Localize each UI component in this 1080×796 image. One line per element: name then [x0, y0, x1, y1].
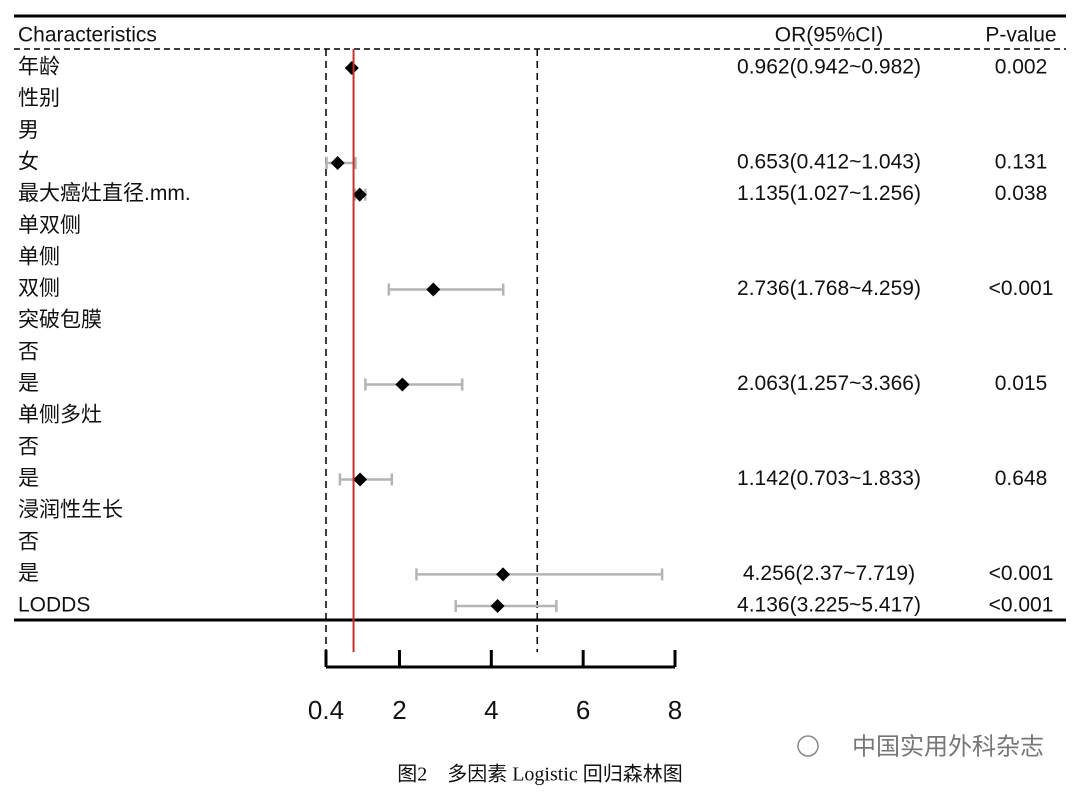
row-label: 单双侧 — [18, 214, 81, 237]
or-ci-label: 1.135(1.027~1.256) — [737, 182, 921, 205]
row-label: 是 — [18, 562, 39, 585]
or-ci-label: 0.653(0.412~1.043) — [737, 150, 921, 173]
or-marker — [330, 155, 345, 170]
p-value: <0.001 — [989, 562, 1054, 585]
row-label: 性别 — [18, 87, 60, 110]
row-label: 浸润性生长 — [18, 499, 123, 522]
or-marker — [426, 282, 441, 297]
row-label: 否 — [18, 435, 39, 458]
or-marker — [344, 61, 359, 75]
or-ci-label: 0.962(0.942~0.982) — [737, 56, 921, 79]
p-value: 0.002 — [995, 56, 1048, 79]
watermark-icon — [797, 735, 819, 757]
p-value: 0.015 — [995, 372, 1048, 395]
row-label: 是 — [18, 372, 39, 395]
row-label: LODDS — [18, 594, 90, 617]
x-tick-label: 2 — [392, 695, 406, 725]
header: OR(95%CI) — [775, 24, 884, 47]
row-label: 年龄 — [18, 56, 60, 79]
row-label: 单侧 — [18, 245, 60, 268]
row-label: 是 — [18, 467, 39, 490]
p-value: 0.131 — [995, 150, 1048, 173]
row-label: 单侧多灶 — [18, 404, 102, 427]
x-tick-label: 0.4 — [308, 695, 344, 725]
p-value: <0.001 — [989, 594, 1054, 617]
or-ci-label: 4.256(2.37~7.719) — [743, 562, 915, 585]
header: Characteristics — [18, 24, 157, 47]
x-tick-label: 6 — [576, 695, 590, 725]
header: P-value — [985, 24, 1056, 47]
p-value: 0.648 — [995, 467, 1048, 490]
row-label: 最大癌灶直径.mm. — [18, 182, 191, 205]
row-label: 否 — [18, 340, 39, 363]
or-marker — [496, 567, 511, 582]
caption: 图2 多因素 Logistic 回归森林图 — [397, 763, 683, 786]
or-ci-label: 2.736(1.768~4.259) — [737, 277, 921, 300]
or-marker — [352, 187, 367, 202]
watermark: 中国实用外科杂志 — [852, 733, 1044, 760]
row-label: 否 — [18, 530, 39, 553]
x-tick-label: 4 — [484, 695, 498, 725]
row-label: 突破包膜 — [18, 309, 102, 332]
or-ci-label: 1.142(0.703~1.833) — [737, 467, 921, 490]
or-marker — [395, 377, 410, 392]
row-label: 男 — [18, 119, 39, 142]
or-ci-label: 2.063(1.257~3.366) — [737, 372, 921, 395]
p-value: 0.038 — [995, 182, 1048, 205]
or-marker — [353, 472, 368, 487]
row-label: 女 — [18, 150, 39, 173]
p-value: <0.001 — [989, 277, 1054, 300]
x-tick-label: 8 — [668, 695, 682, 725]
or-ci-label: 4.136(3.225~5.417) — [737, 594, 921, 617]
or-marker — [490, 599, 505, 614]
row-label: 双侧 — [18, 277, 60, 300]
